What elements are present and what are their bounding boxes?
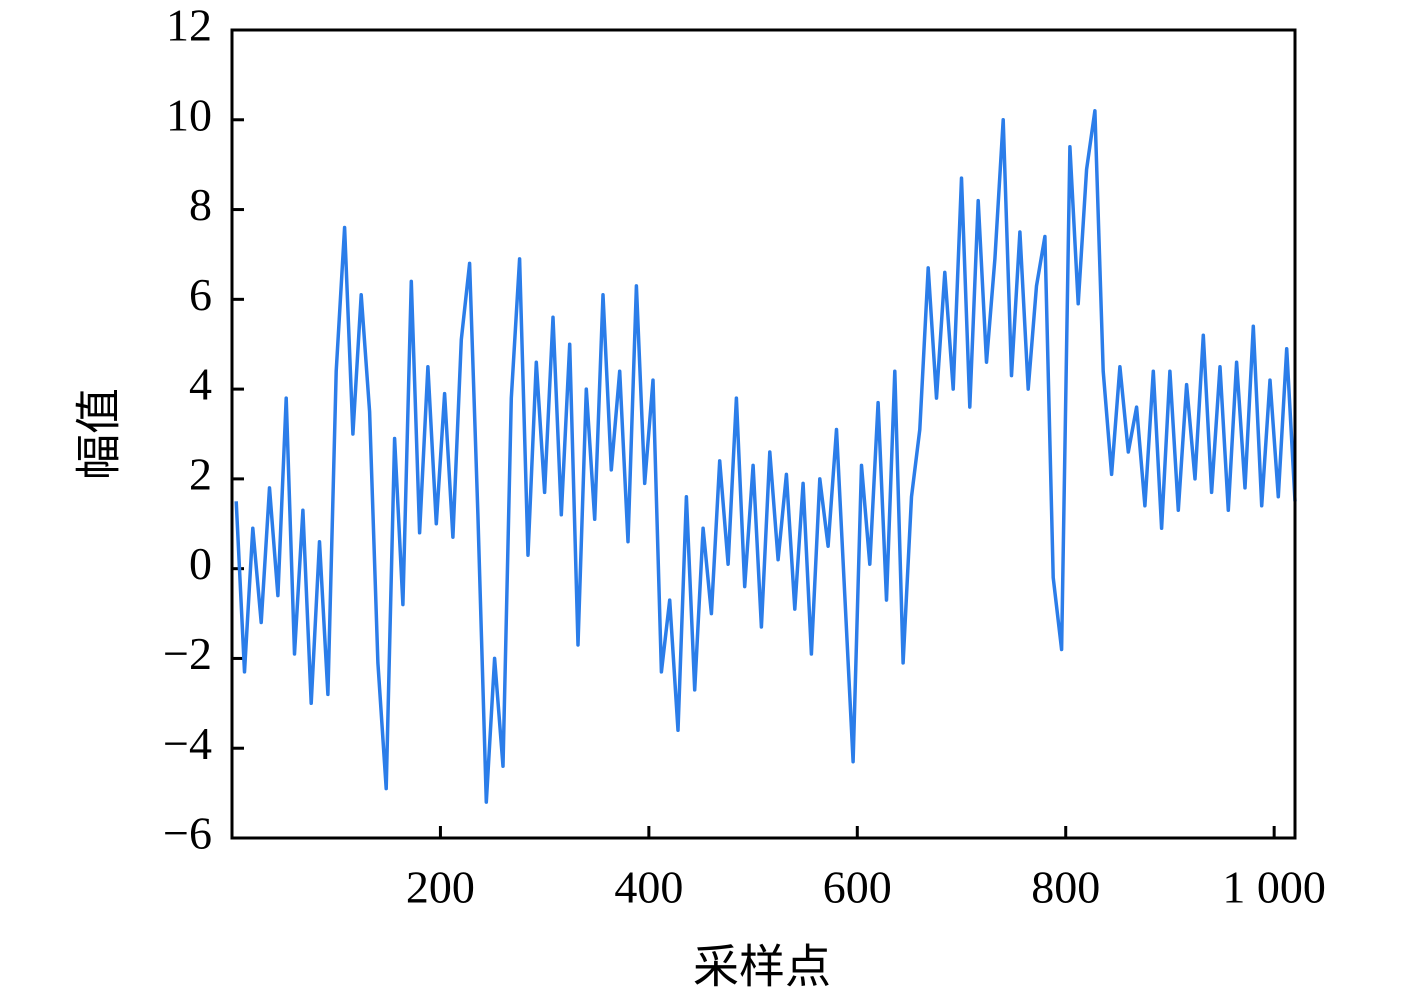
x-tick-label: 800 (1031, 862, 1100, 913)
x-tick-label: 600 (823, 862, 892, 913)
x-tick-label: 200 (406, 862, 475, 913)
plot-frame (230, 28, 1297, 840)
y-tick-label: 4 (189, 359, 212, 410)
y-tick-label: 6 (189, 269, 212, 320)
y-tick-label: −6 (163, 808, 212, 859)
y-tick-label: −4 (163, 718, 212, 769)
y-tick-label: 12 (166, 0, 212, 51)
y-tick-label: 8 (189, 179, 212, 230)
x-tick-label: 400 (614, 862, 683, 913)
data-line (234, 109, 1297, 804)
y-axis-label: 幅值 (74, 388, 125, 480)
x-axis-label: 采样点 (693, 942, 831, 993)
y-tick-label: 10 (166, 89, 212, 140)
y-tick-label: 0 (189, 538, 212, 589)
x-tick-label: 1 000 (1222, 862, 1326, 913)
y-tick-label: −2 (163, 628, 212, 679)
y-tick-label: 2 (189, 448, 212, 499)
